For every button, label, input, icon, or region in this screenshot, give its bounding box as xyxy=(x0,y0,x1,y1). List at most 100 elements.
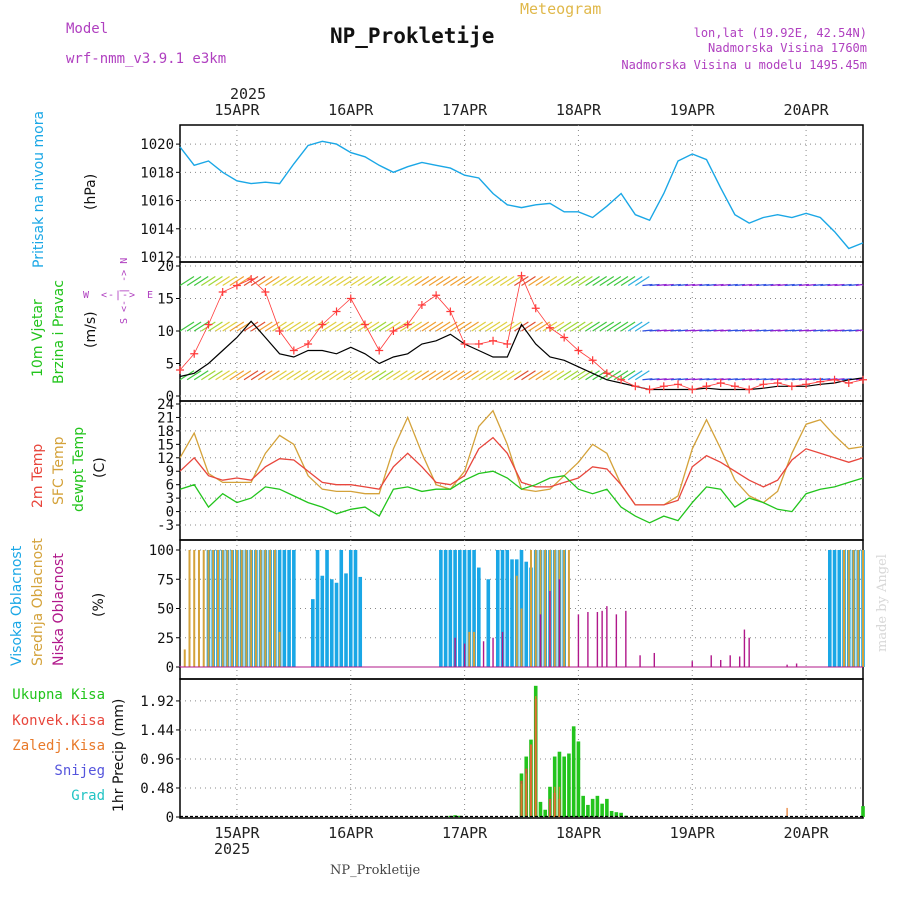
wind-arrow xyxy=(364,275,380,287)
bottom-day-label: 20APR xyxy=(784,824,830,842)
wind-arrow xyxy=(642,283,653,287)
compass-vertical: S <- | -> N xyxy=(119,258,130,324)
mid-cloud-bar xyxy=(254,550,257,667)
wind-arrow xyxy=(585,321,600,332)
wind-arrow xyxy=(300,275,316,287)
gust-marker xyxy=(716,379,725,387)
y-tick-label: 100 xyxy=(149,543,174,559)
gust-marker xyxy=(232,281,241,290)
wind-arrow xyxy=(727,329,738,332)
wind-arrow xyxy=(307,275,323,287)
mid-cloud-bar xyxy=(197,550,200,667)
gust-marker xyxy=(375,346,384,355)
mid-cloud-bar xyxy=(515,575,518,667)
wind-arrow xyxy=(578,275,593,287)
low-cloud-bar xyxy=(729,655,731,667)
high-cloud-bar xyxy=(325,550,329,667)
wind-arrow xyxy=(208,321,223,332)
mid-cloud-bar xyxy=(847,550,850,667)
wind-arrow xyxy=(528,275,543,287)
high-cloud-bar xyxy=(339,550,344,667)
wind-arrow xyxy=(542,370,558,381)
wind-arrow xyxy=(471,321,487,332)
wind-arrow xyxy=(492,321,508,332)
wind-arrow xyxy=(734,329,745,332)
wind-arrow xyxy=(841,378,852,381)
high-cloud-bar xyxy=(348,550,353,667)
top-day-label: 17APR xyxy=(442,101,488,119)
high-cloud-bar xyxy=(448,550,453,667)
wind-arrow xyxy=(606,321,622,332)
wind-arrow xyxy=(763,329,774,332)
high-cloud-bar xyxy=(320,575,325,667)
wind-arrow xyxy=(393,275,408,287)
y-tick-label: -3 xyxy=(157,518,174,534)
wind-arrow xyxy=(286,321,302,332)
wind-arrow xyxy=(635,370,650,381)
wind-arrow xyxy=(499,370,515,381)
wind-arrow xyxy=(229,275,245,287)
wind-arrow xyxy=(861,284,864,286)
wind-arrow xyxy=(699,329,710,332)
wind-arrow xyxy=(720,283,731,287)
wind-arrow xyxy=(407,370,422,381)
wind-arrow xyxy=(350,370,366,381)
wind-arrow xyxy=(841,329,852,332)
wind-arrow xyxy=(834,283,845,287)
gust-marker xyxy=(702,382,711,391)
wind-arrow xyxy=(685,378,696,381)
wind-arrow xyxy=(257,275,273,287)
wind-arrow xyxy=(820,283,831,287)
wind-arrow xyxy=(471,370,487,381)
y-tick-label: 1016 xyxy=(140,194,174,210)
gust-marker xyxy=(631,382,640,391)
wind-arrow xyxy=(485,370,501,381)
wind-arrow xyxy=(457,370,472,381)
compass-w: W xyxy=(83,290,90,301)
wind-arrow xyxy=(428,370,444,381)
mid-cloud-bar xyxy=(250,550,253,667)
wind-arrow xyxy=(741,378,753,381)
wind-arrow xyxy=(485,275,501,287)
wind-arrow xyxy=(670,329,681,332)
wind-arrow xyxy=(855,378,863,381)
wind-arrow xyxy=(720,329,731,332)
gust-marker xyxy=(247,275,256,283)
compass-bar: | xyxy=(115,290,121,301)
wind-arrow xyxy=(300,321,316,332)
wind-arrow xyxy=(514,321,529,332)
wind-arrow xyxy=(820,378,831,381)
wind-arrow xyxy=(606,275,622,287)
wind-arrow xyxy=(236,370,252,381)
total-precip-bar xyxy=(590,798,595,817)
gust-marker xyxy=(460,340,469,348)
wind-arrow xyxy=(627,321,643,332)
wind-arrow xyxy=(208,275,223,287)
gust-marker xyxy=(389,327,398,335)
mid-cloud-bar xyxy=(843,550,846,667)
wind-arrow xyxy=(528,370,543,381)
high-cloud-bar xyxy=(292,550,296,667)
wind-arrow xyxy=(506,275,522,287)
wind-arrow xyxy=(535,370,551,381)
wind-arrow xyxy=(265,321,280,332)
high-cloud-bar xyxy=(344,573,348,667)
total-precip-bar xyxy=(614,812,619,817)
station-title: NP_Prokletije xyxy=(330,24,494,48)
y-tick-label: 0 xyxy=(166,810,174,826)
gust-marker xyxy=(346,294,355,303)
low-cloud-bar xyxy=(558,579,561,667)
temp-legend-sfc: SFC Temp xyxy=(51,436,67,505)
wind-arrow xyxy=(706,283,717,287)
gust-marker xyxy=(318,320,327,329)
mid-cloud-bar xyxy=(567,550,570,667)
low-cloud-bar xyxy=(748,637,750,667)
wind-arrow xyxy=(350,275,366,287)
top-day-label: 18APR xyxy=(556,101,602,119)
wind-arrow xyxy=(464,370,479,381)
y-tick-label: 1020 xyxy=(140,137,174,153)
y-tick-label: 15 xyxy=(157,437,174,453)
gust-marker xyxy=(289,346,298,355)
wind-arrow xyxy=(514,275,529,287)
wind-arrow xyxy=(791,378,802,381)
